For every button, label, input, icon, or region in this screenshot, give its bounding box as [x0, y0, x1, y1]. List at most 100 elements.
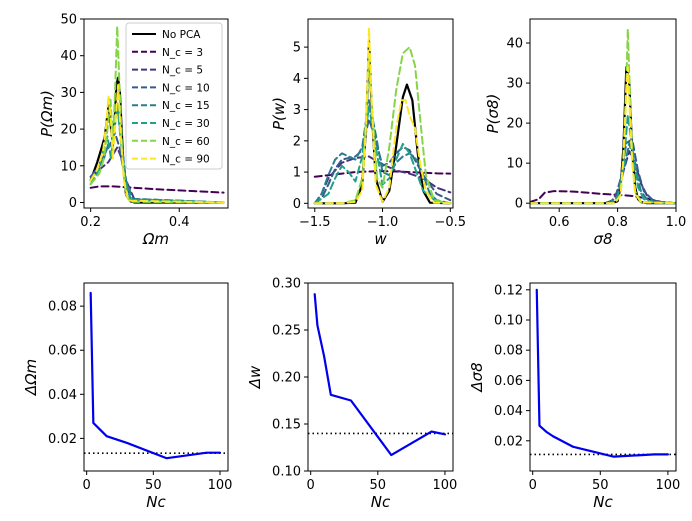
x-tick-label: 0.2	[80, 215, 101, 230]
series-line-line	[535, 288, 669, 458]
x-tick-label: 0.4	[169, 215, 190, 230]
y-tick-label: 3	[293, 103, 301, 118]
axes-frame	[83, 282, 229, 472]
series-line-n-c-5	[89, 146, 225, 204]
axes-frame	[307, 18, 454, 209]
axes-frame	[307, 282, 454, 472]
y-tick-label: 40	[506, 37, 523, 52]
x-tick-label: 1.0	[666, 215, 687, 230]
y-tick-label: 20	[506, 117, 523, 132]
series-line-n-c-60	[313, 46, 452, 205]
x-tick-label: 50	[592, 478, 609, 493]
x-tick-label: 100	[655, 478, 680, 493]
legend-label: N_c = 30	[162, 118, 210, 130]
series-line-line	[313, 293, 447, 457]
series-line-n-c-30	[313, 105, 452, 205]
y-tick-label: 0	[515, 197, 523, 212]
legend-label: N_c = 5	[162, 65, 203, 77]
legend-label: N_c = 10	[162, 82, 210, 94]
panel-2: −1.5 −1.0 −0.5 0 1 2 3 4 5 w P(w)	[270, 18, 467, 248]
y-tick-label: 40	[60, 49, 77, 64]
axes-frame	[529, 18, 677, 209]
panel-3: 0.6 0.8 1.0 0 10 20 30 40 σ8 P(σ8)	[484, 18, 687, 248]
series-line-n-c-60	[530, 28, 676, 205]
plot-area	[530, 28, 676, 205]
y-axis-label: ΔΩm	[22, 359, 40, 396]
x-tick-label: −1.5	[299, 215, 331, 230]
y-tick-label: 4	[293, 72, 301, 87]
x-tick-label: 0	[307, 478, 315, 493]
legend-label: N_c = 3	[162, 47, 203, 59]
y-tick-label: 0.02	[494, 434, 523, 449]
y-tick-label: 0	[293, 197, 301, 212]
y-axis-label: P(σ8)	[484, 94, 502, 134]
series-line-n-c-90	[89, 84, 225, 204]
legend-label: N_c = 15	[162, 100, 210, 112]
panel-4: 0 50 100 0.02 0.04 0.06 0.08 Nc ΔΩm	[22, 282, 233, 511]
panel-6: 0 50 100 0.02 0.04 0.06 0.08 0.10 0.12 Nc Δσ8	[468, 282, 680, 511]
plot-area	[313, 27, 452, 205]
x-tick-label: 0.6	[549, 215, 570, 230]
y-tick-label: 50	[60, 13, 77, 28]
y-tick-label: 10	[60, 159, 77, 174]
y-tick-label: 0.04	[48, 388, 77, 403]
y-tick-label: 0.06	[48, 344, 77, 359]
series-line-line	[89, 291, 222, 460]
y-axis-label: Δw	[246, 365, 264, 389]
axes-frame	[529, 282, 677, 472]
x-tick-label: 100	[433, 478, 458, 493]
y-axis-label: P(w)	[270, 97, 288, 130]
y-tick-label: 0.15	[272, 418, 301, 433]
y-tick-label: 5	[293, 41, 301, 56]
y-tick-label: 0.12	[494, 283, 523, 298]
y-tick-label: 10	[506, 157, 523, 172]
legend-label: N_c = 90	[162, 154, 210, 166]
legend: No PCA N_c = 3 N_c = 5 N_c = 10 N_c = 15 N_c …	[125, 22, 223, 170]
series-line-n-c-90	[530, 66, 676, 205]
y-tick-label: 0.02	[48, 432, 77, 447]
y-tick-label: 0.10	[272, 465, 301, 480]
x-tick-label: 50	[370, 478, 387, 493]
y-tick-label: 0.08	[494, 344, 523, 359]
x-tick-label: 50	[145, 478, 162, 493]
y-tick-label: 2	[293, 134, 301, 149]
y-tick-label: 30	[60, 86, 77, 101]
y-tick-label: 0.10	[494, 313, 523, 328]
y-tick-label: 0.08	[48, 300, 77, 315]
panel-5: 0 50 100 0.10 0.15 0.20 0.25 0.30 Nc Δw	[246, 277, 457, 512]
series-line-no-pca	[530, 65, 676, 205]
y-axis-label: P(Ωm)	[38, 90, 56, 137]
x-axis-label: Nc	[593, 493, 613, 511]
plot-area	[84, 291, 228, 460]
y-tick-label: 1	[293, 166, 301, 181]
axes-frame	[83, 18, 229, 209]
plot-area	[89, 25, 225, 204]
series-line-n-c-3	[89, 185, 225, 194]
x-tick-label: 0	[83, 478, 91, 493]
x-axis-label: Nc	[146, 493, 166, 511]
y-axis-label: Δσ8	[468, 362, 486, 392]
x-tick-label: 0.8	[607, 215, 628, 230]
x-axis-label: σ8	[593, 230, 612, 248]
y-tick-label: 0.04	[494, 404, 523, 419]
series-line-n-c-90	[313, 27, 452, 205]
x-axis-label: Ωm	[142, 230, 169, 248]
plot-area	[308, 293, 453, 457]
legend-label: No PCA	[162, 29, 201, 41]
y-tick-label: 0.06	[494, 374, 523, 389]
y-tick-label: 20	[60, 123, 77, 138]
x-tick-label: 100	[208, 478, 233, 493]
plot-area	[530, 288, 676, 458]
x-axis-label: w	[374, 230, 387, 248]
legend-label: N_c = 60	[162, 136, 210, 148]
y-tick-label: 0	[69, 196, 77, 211]
y-tick-label: 0.25	[272, 324, 301, 339]
x-tick-label: −1.0	[367, 215, 399, 230]
x-axis-label: Nc	[371, 493, 391, 511]
series-line-n-c-5	[530, 150, 676, 205]
panel-1: 0.2 0.4 0 10 20 30 40 50 Ωm P(Ωm) No PCA N_c = 3 N_c…	[38, 13, 229, 248]
x-tick-label: −0.5	[435, 215, 467, 230]
legend-box	[125, 22, 223, 170]
y-tick-label: 0.30	[272, 277, 301, 292]
